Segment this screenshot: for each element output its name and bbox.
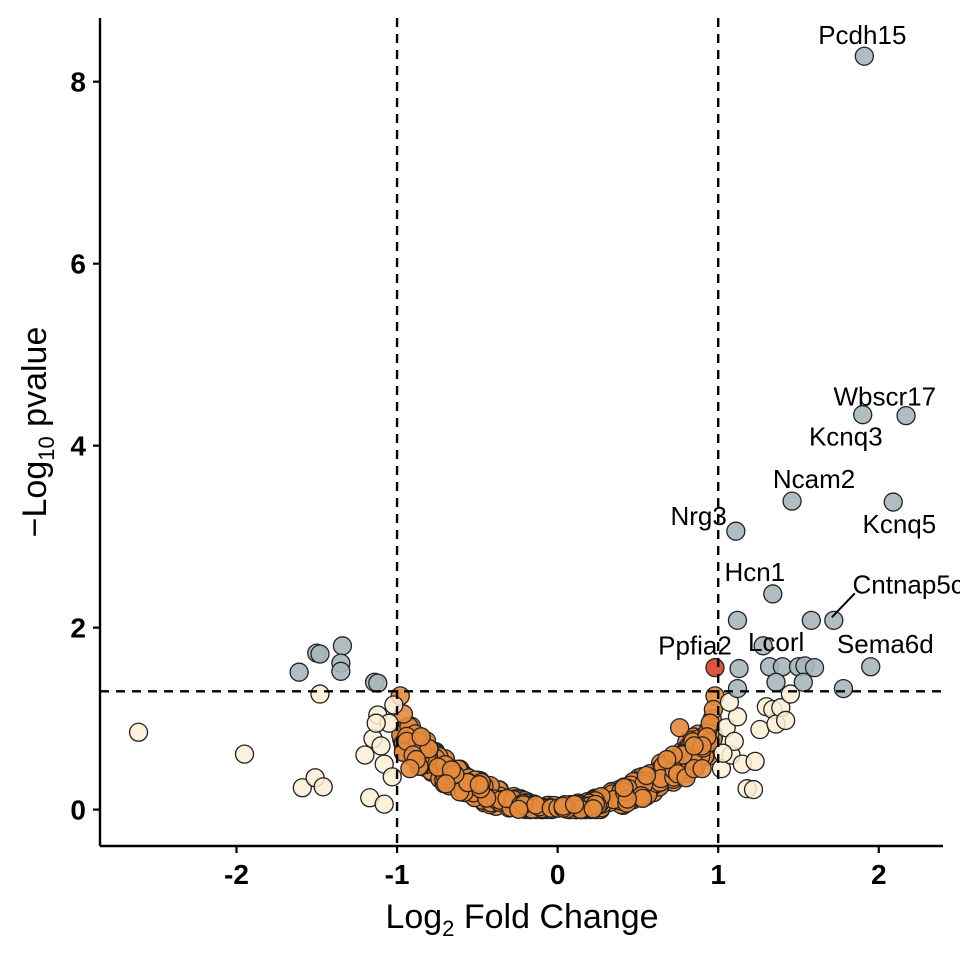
y-axis-title-sub: 10 <box>34 436 59 460</box>
gene-label: Lcorl <box>748 627 804 657</box>
point-not-significant <box>657 749 677 770</box>
point-fold-change-only <box>234 744 255 764</box>
gene-label: Pcdh15 <box>818 20 906 50</box>
point-significant <box>753 636 773 656</box>
y-tick-label: 8 <box>70 67 86 98</box>
point-significant <box>310 644 330 664</box>
point-not-significant <box>636 765 657 786</box>
x-tick-label: 1 <box>710 859 726 890</box>
point-not-significant <box>670 718 690 738</box>
y-axis-title: −Log10 pvalue <box>16 327 59 538</box>
point-not-significant <box>684 736 704 756</box>
point-significant <box>833 678 854 699</box>
gene-label: Hcn1 <box>724 557 785 587</box>
point-significant <box>727 678 748 699</box>
point-fold-change-only <box>310 684 330 704</box>
point-highlight <box>705 658 725 678</box>
point-fold-change-only <box>292 778 312 798</box>
point-fold-change-only <box>374 794 394 814</box>
point-not-significant <box>469 775 489 795</box>
point-fold-change-only <box>727 707 748 727</box>
point-not-significant <box>411 727 431 747</box>
point-fold-change-only <box>366 713 386 733</box>
point-significant <box>883 492 903 512</box>
gene-label: Ppfia2 <box>658 631 732 661</box>
point-significant <box>793 672 813 692</box>
x-tick-label: -1 <box>385 859 410 890</box>
point-fold-change-only <box>371 736 391 756</box>
x-tick-label: -2 <box>224 859 249 890</box>
point-significant <box>804 658 825 678</box>
x-tick-label: 2 <box>871 859 887 890</box>
point-fold-change-only <box>128 722 149 742</box>
threshold-lines <box>100 18 943 846</box>
point-significant <box>854 46 874 66</box>
point-fold-change-only <box>384 695 404 715</box>
point-not-significant <box>583 799 603 819</box>
point-fold-change-only <box>313 777 333 797</box>
point-significant <box>896 405 916 426</box>
gene-label: Sema6d <box>837 629 934 659</box>
point-fold-change-only <box>713 743 733 763</box>
point-not-significant <box>564 794 585 815</box>
point-fold-change-only <box>750 719 770 740</box>
gene-label: Kcnq3 <box>809 422 883 452</box>
gene-label: Ncam2 <box>773 464 855 494</box>
point-significant <box>782 491 802 511</box>
point-fold-change-only <box>382 767 402 787</box>
point-significant <box>824 610 844 630</box>
point-significant <box>729 658 749 679</box>
point-fold-change-only <box>780 684 801 704</box>
point-significant <box>801 610 821 630</box>
gene-label: Cntnap5c <box>852 569 960 599</box>
point-fold-change-only <box>743 779 764 800</box>
points-layer <box>128 46 916 820</box>
point-significant <box>368 673 388 693</box>
point-significant <box>289 662 309 682</box>
x-tick-label: 0 <box>550 859 566 890</box>
point-fold-change-only <box>724 731 744 752</box>
point-fold-change-only <box>355 745 375 765</box>
point-significant <box>861 657 881 677</box>
point-significant <box>331 661 351 681</box>
point-significant <box>763 584 783 604</box>
point-not-significant <box>436 774 456 794</box>
gene-label: Kcnq5 <box>862 509 936 539</box>
point-fold-change-only <box>775 710 796 731</box>
point-significant <box>853 405 873 425</box>
x-axis-title: Log2 Fold Change <box>385 898 658 941</box>
point-not-significant <box>400 759 420 779</box>
y-tick-label: 2 <box>70 613 86 644</box>
point-significant <box>766 672 786 692</box>
axes <box>93 18 943 853</box>
y-tick-label: 6 <box>70 249 86 280</box>
tick-labels: -2 -1 0 1 2 0 2 4 6 8 <box>70 67 886 890</box>
gene-label: Wbscr17 <box>833 382 936 412</box>
y-tick-label: 4 <box>70 431 86 462</box>
point-significant <box>332 636 353 656</box>
y-tick-label: 0 <box>70 795 86 826</box>
point-significant <box>727 610 748 630</box>
point-not-significant <box>614 777 634 798</box>
leader-line <box>831 592 856 619</box>
gene-label: Nrg3 <box>671 501 727 531</box>
point-not-significant <box>509 799 529 820</box>
point-fold-change-only <box>745 751 765 772</box>
x-axis-title-sub: 2 <box>442 916 454 941</box>
point-significant <box>726 521 746 541</box>
point-not-significant <box>692 759 712 779</box>
